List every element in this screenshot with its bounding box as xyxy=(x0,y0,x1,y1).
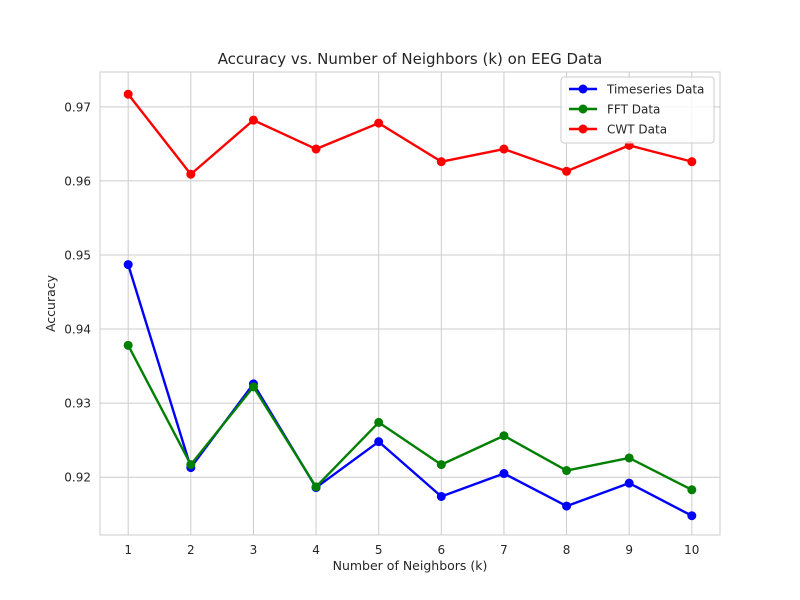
data-point xyxy=(374,437,384,447)
chart-title: Accuracy vs. Number of Neighbors (k) on … xyxy=(218,50,603,68)
legend-marker xyxy=(578,84,588,94)
legend-label: FFT Data xyxy=(607,103,660,117)
plot-area xyxy=(100,72,720,535)
y-tick-label: 0.93 xyxy=(64,397,91,411)
data-point xyxy=(499,469,509,479)
legend-marker xyxy=(578,124,588,134)
series-line-cwt-data xyxy=(126,93,694,176)
data-point xyxy=(687,157,697,167)
legend: Timeseries Data FFT Data CWT Data xyxy=(560,76,715,144)
data-point xyxy=(311,144,321,154)
y-tick-label: 0.92 xyxy=(64,471,91,485)
series-line-fft-data xyxy=(126,344,694,492)
x-tick-label: 4 xyxy=(312,543,320,557)
data-point xyxy=(562,166,572,176)
legend-entry-fft-data: FFT Data xyxy=(569,103,660,117)
data-point xyxy=(311,482,321,492)
legend-box xyxy=(560,76,715,144)
data-point xyxy=(562,466,572,476)
x-tick-label: 1 xyxy=(124,543,132,557)
x-tick-label: 3 xyxy=(250,543,258,557)
data-point xyxy=(123,89,133,99)
y-tick-label: 0.97 xyxy=(64,100,91,114)
series-fft-data xyxy=(123,340,697,495)
legend-label: Timeseries Data xyxy=(606,83,704,97)
data-point xyxy=(436,491,446,501)
x-tick-label: 2 xyxy=(187,543,195,557)
data-point xyxy=(499,144,509,154)
data-point xyxy=(248,382,258,392)
x-tick-label: 9 xyxy=(625,543,633,557)
x-tick-label: 10 xyxy=(684,543,699,557)
y-tick-label: 0.96 xyxy=(64,174,91,188)
y-axis-title: Accuracy xyxy=(43,274,58,332)
x-tick-label: 6 xyxy=(437,543,445,557)
x-axis-title: Number of Neighbors (k) xyxy=(333,558,488,573)
legend-entry-timeseries-data: Timeseries Data xyxy=(569,83,704,97)
data-point xyxy=(123,340,133,350)
legend-marker xyxy=(578,104,588,114)
x-tick-label: 7 xyxy=(500,543,508,557)
data-point xyxy=(436,157,446,167)
data-point xyxy=(499,431,509,441)
data-point xyxy=(186,169,196,179)
data-point xyxy=(624,478,634,488)
data-point xyxy=(562,501,572,511)
y-tick-label: 0.95 xyxy=(64,248,91,262)
series-cwt-data xyxy=(123,89,697,179)
x-tick-label: 5 xyxy=(375,543,383,557)
data-point xyxy=(687,485,697,495)
legend-entry-cwt-data: CWT Data xyxy=(569,123,667,137)
legend-label: CWT Data xyxy=(607,123,667,137)
data-point xyxy=(374,118,384,128)
tick-labels: 1 2 3 4 5 6 7 8 9 10 0.92 0.93 0.94 0.95 0.96 0.97 xyxy=(64,100,699,557)
data-point xyxy=(374,417,384,427)
data-point xyxy=(186,460,196,470)
x-tick-label: 8 xyxy=(563,543,571,557)
data-point xyxy=(436,460,446,470)
data-point xyxy=(248,115,258,125)
plot-frame xyxy=(99,71,721,536)
series-layer xyxy=(123,89,697,521)
data-point xyxy=(624,453,634,463)
y-tick-label: 0.94 xyxy=(64,323,91,337)
data-point xyxy=(123,260,133,270)
data-point xyxy=(687,511,697,521)
